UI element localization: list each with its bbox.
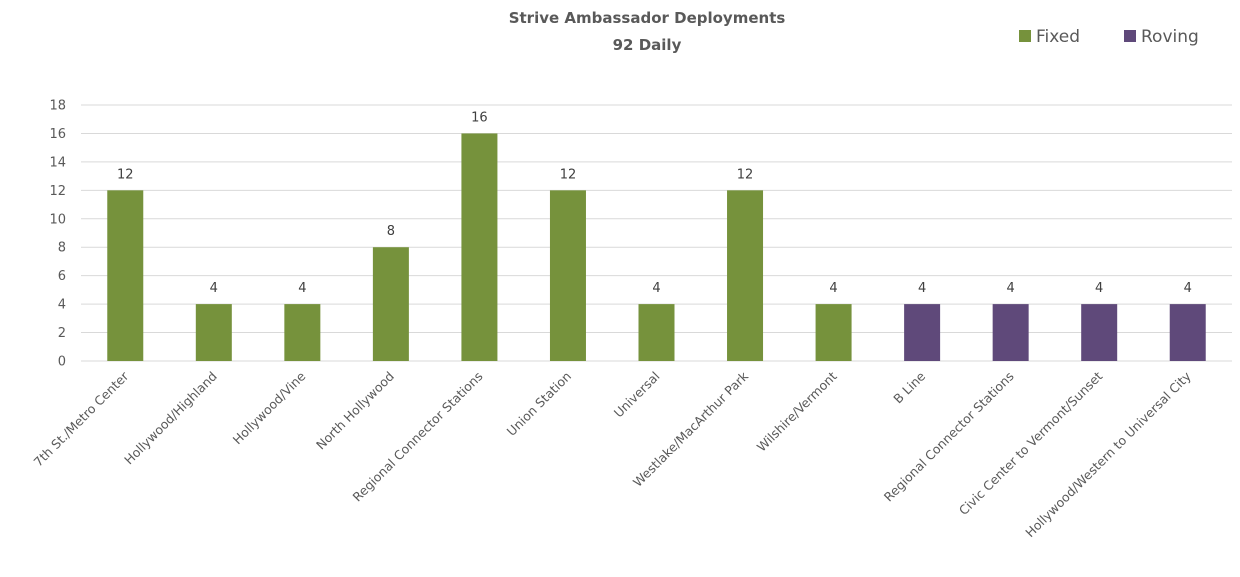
legend-label-fixed: Fixed bbox=[1036, 27, 1080, 47]
legend-label-roving: Roving bbox=[1141, 27, 1199, 47]
legend: Fixed Roving bbox=[1019, 27, 1199, 47]
bar-fixed bbox=[638, 304, 675, 361]
y-tick-label: 10 bbox=[49, 212, 66, 227]
x-category-label: Civic Center to Vermont/Sunset bbox=[956, 368, 1106, 518]
y-tick-label: 8 bbox=[58, 241, 66, 256]
chart-subtitle: 92 Daily bbox=[613, 36, 682, 54]
x-category-label: Wilshire/Vermont bbox=[754, 368, 840, 454]
data-label: 4 bbox=[1095, 281, 1103, 296]
data-label: 16 bbox=[471, 110, 488, 125]
data-label: 4 bbox=[298, 281, 306, 296]
bar-fixed bbox=[727, 190, 764, 361]
y-axis-ticks: 0 2 4 6 8 10 12 14 16 18 bbox=[49, 99, 66, 370]
data-label: 4 bbox=[918, 281, 926, 296]
data-label: 12 bbox=[560, 167, 577, 182]
bar-fixed bbox=[107, 190, 144, 361]
bar-fixed bbox=[284, 304, 321, 361]
bar-fixed bbox=[372, 247, 409, 361]
chart-title: Strive Ambassador Deployments bbox=[509, 9, 786, 27]
bar-roving bbox=[1081, 304, 1118, 361]
data-label: 4 bbox=[652, 281, 660, 296]
data-label: 12 bbox=[117, 167, 134, 182]
x-category-label: Hollywood/Western to Universal City bbox=[1022, 368, 1194, 540]
bar-fixed bbox=[195, 304, 232, 361]
data-labels: 12 4 4 8 16 12 4 12 4 4 4 4 4 bbox=[117, 110, 1192, 296]
bar-roving bbox=[904, 304, 941, 361]
legend-swatch-roving bbox=[1124, 30, 1136, 42]
legend-swatch-fixed bbox=[1019, 30, 1031, 42]
data-label: 4 bbox=[1007, 281, 1015, 296]
x-category-label: Union Station bbox=[504, 369, 574, 439]
y-tick-label: 0 bbox=[58, 355, 66, 370]
x-category-label: B Line bbox=[890, 368, 928, 406]
x-category-label: 7th St./Metro Center bbox=[30, 368, 132, 470]
gridlines bbox=[81, 104, 1232, 362]
data-label: 8 bbox=[387, 224, 395, 239]
data-label: 12 bbox=[737, 167, 754, 182]
data-label: 4 bbox=[829, 281, 837, 296]
data-label: 4 bbox=[210, 281, 218, 296]
bar-roving bbox=[1169, 304, 1206, 361]
x-category-label: Universal bbox=[611, 369, 663, 421]
y-tick-label: 6 bbox=[58, 269, 66, 284]
y-tick-label: 12 bbox=[49, 184, 66, 199]
y-tick-label: 18 bbox=[49, 99, 66, 114]
y-tick-label: 16 bbox=[49, 127, 66, 142]
bar-fixed bbox=[815, 304, 852, 361]
bars bbox=[107, 133, 1206, 361]
data-label: 4 bbox=[1184, 281, 1192, 296]
bar-roving bbox=[992, 304, 1029, 361]
y-tick-label: 14 bbox=[49, 155, 66, 170]
bar-fixed bbox=[461, 133, 498, 361]
x-category-label: North Hollywood bbox=[313, 369, 397, 453]
bar-fixed bbox=[549, 190, 586, 361]
y-tick-label: 2 bbox=[58, 326, 66, 341]
x-category-label: Hollywood/Vine bbox=[230, 368, 309, 447]
x-category-label: Hollywood/Highland bbox=[121, 369, 220, 468]
y-tick-label: 4 bbox=[58, 298, 66, 313]
